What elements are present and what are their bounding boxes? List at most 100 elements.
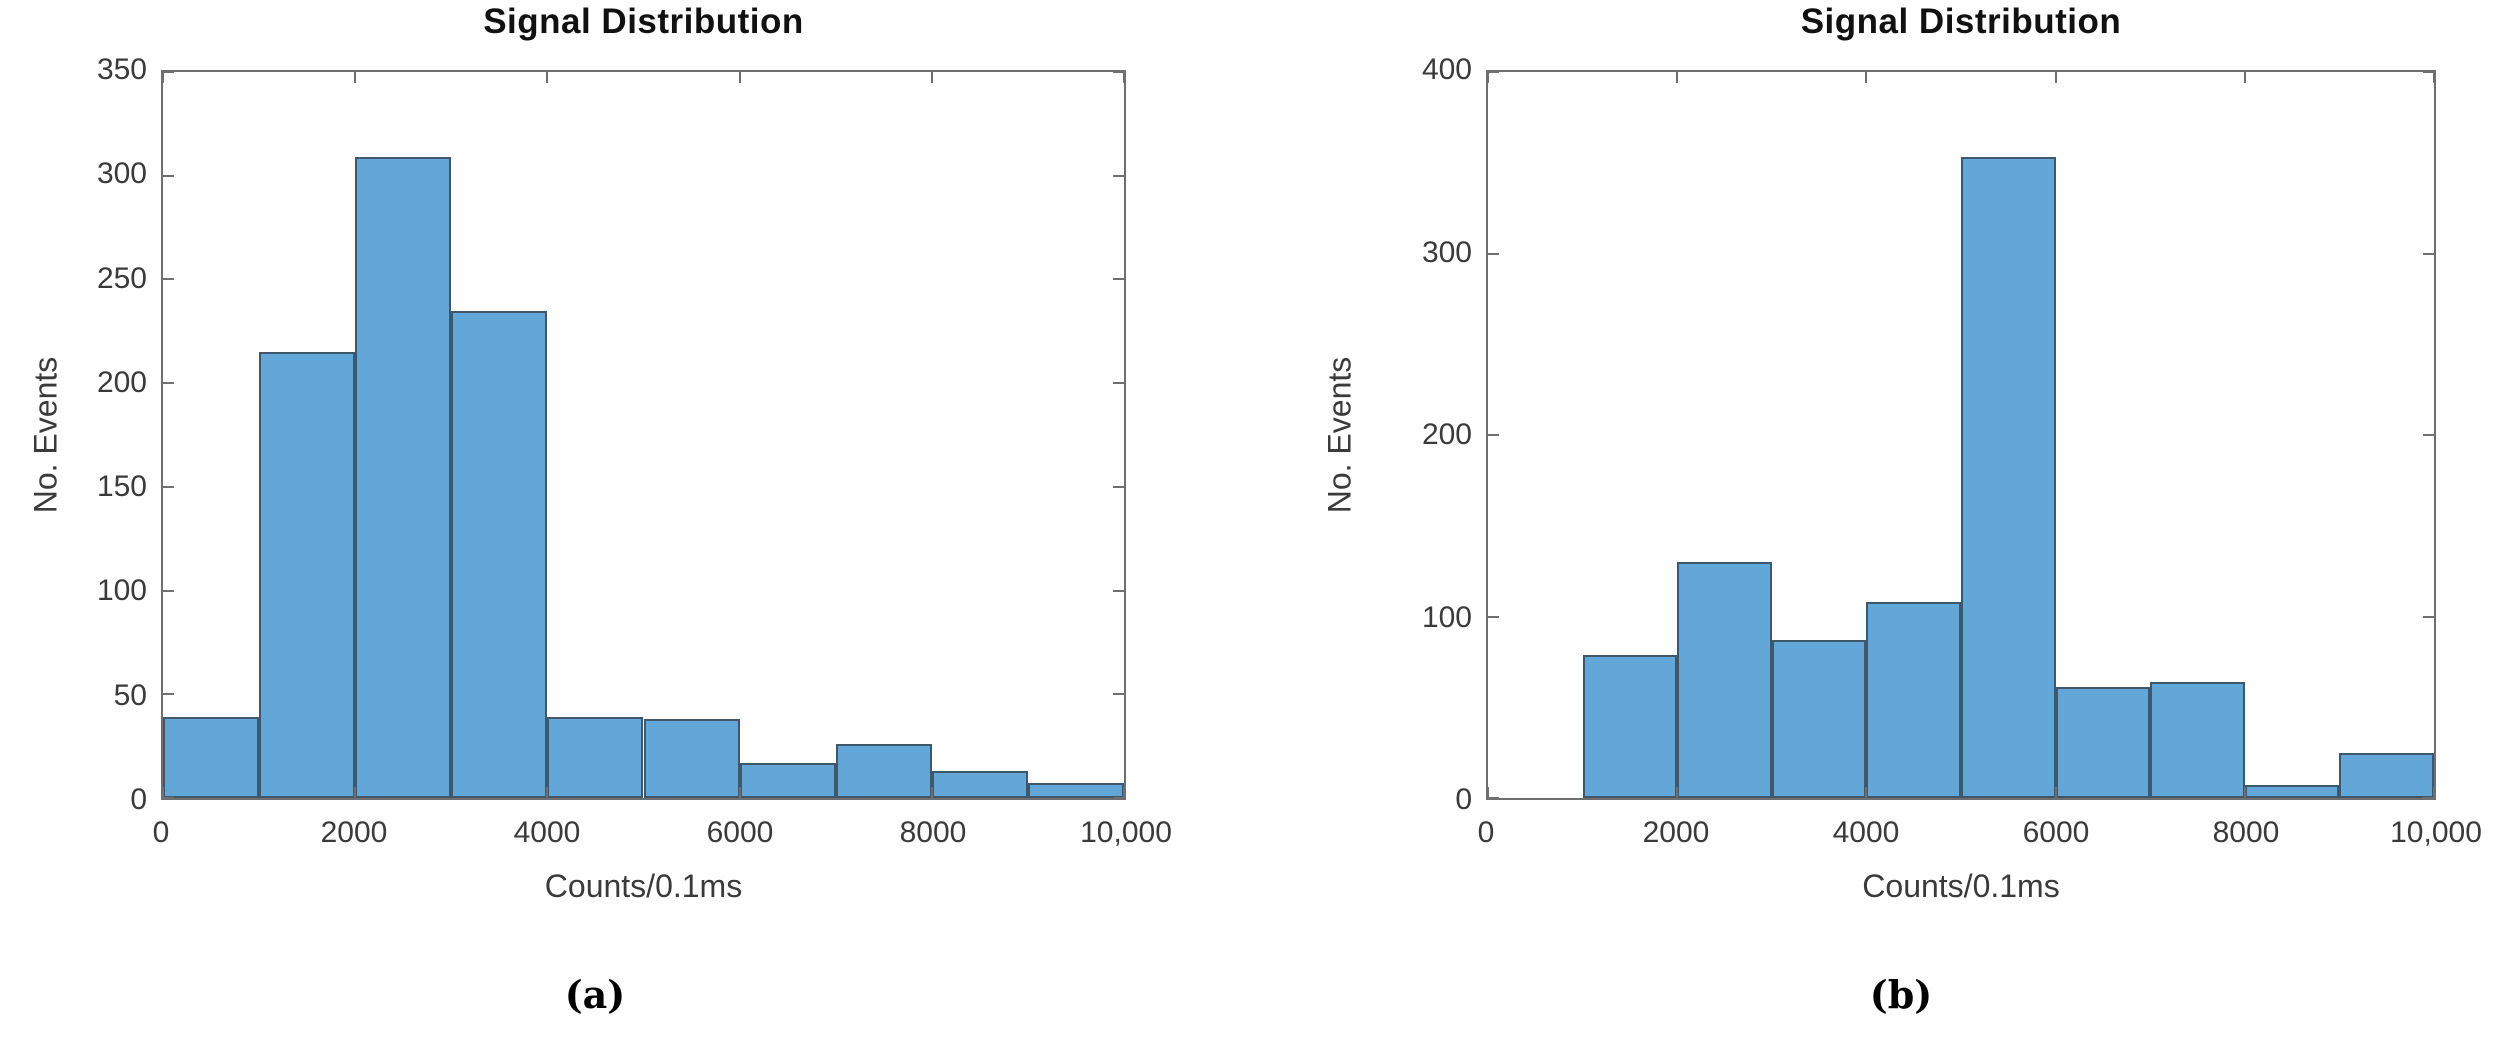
histogram-bar [1582,654,1678,798]
axis-tick [1676,72,1679,83]
histogram-bar [643,719,740,798]
chart-title: Signal Distribution [483,2,804,41]
axis-tick [1113,71,1124,73]
y-tick-label: 400 [1421,53,1472,86]
axis-tick [546,787,549,798]
axis-tick [1113,278,1124,281]
axis-tick [1488,252,1499,255]
y-tick-label: 50 [113,678,147,712]
axis-tick [1113,693,1124,696]
histogram-panel-a: Signal Distribution 0 50 100 150 200 250 300 35… [0,0,1190,1063]
histogram-bar [2150,681,2245,798]
y-axis-ticks: 0 50 100 150 200 250 300 350 [0,53,147,816]
subfigure-caption-a: (a) [564,972,626,1017]
axis-tick [1488,797,1499,799]
histogram-bar [2244,785,2340,798]
histogram-bar [163,717,260,798]
y-axis-ticks: 0 100 200 300 400 [1300,53,1472,816]
axis-tick [546,72,549,83]
axis-tick [1865,787,1868,798]
chart-title: Signal Distribution [1800,2,2122,41]
x-tick-label: 10,000 [1080,816,1172,849]
axis-tick [2054,72,2057,83]
plot-area [1486,70,2436,800]
axis-tick [2423,434,2434,436]
axis-tick [738,787,741,798]
axis-tick [2243,787,2246,798]
plot-area [161,70,1126,800]
axis-tick [163,693,174,696]
histogram-bar [1961,157,2056,798]
axis-tick [1487,72,1489,83]
y-tick-label: 100 [1421,600,1472,634]
histogram-bar [1027,783,1124,798]
axis-tick [1113,174,1124,177]
y-tick-label: 0 [130,783,147,816]
y-tick-label: 150 [96,470,147,504]
axis-tick [2423,797,2434,799]
histogram-bar [835,744,932,798]
axis-tick [1676,787,1679,798]
histogram-bar [931,771,1028,798]
axis-tick [930,787,933,798]
axis-tick [1865,72,1868,83]
x-tick-label: 6000 [2022,816,2090,849]
axis-tick [163,174,174,177]
axis-tick [354,787,357,798]
axis-tick [163,278,174,281]
y-tick-label: 350 [96,53,147,86]
axis-tick [2423,71,2434,73]
histogram-bar [259,352,356,798]
axis-tick [2054,787,2057,798]
axis-tick [1113,382,1124,385]
x-tick-label: 6000 [706,816,774,849]
axis-tick [1113,589,1124,592]
subfigure-caption-b: (b) [1869,972,1933,1017]
axis-tick [930,72,933,83]
x-tick-label: 0 [1477,816,1495,849]
histogram-bar [1866,601,1961,798]
axis-tick [1488,71,1499,73]
y-tick-label: 0 [1455,783,1472,816]
histogram-bar [2055,687,2151,798]
axis-tick [163,382,174,385]
x-tick-label: 0 [152,816,170,849]
y-tick-label: 300 [1421,235,1472,269]
axis-tick [1488,434,1499,436]
x-tick-label: 4000 [513,816,581,849]
histogram-bar [547,717,644,798]
x-tick-label: 4000 [1832,816,1900,849]
axis-tick [163,485,174,488]
axis-tick [163,797,174,799]
x-tick-label: 8000 [899,816,967,849]
x-tick-label: 10,000 [2390,816,2482,849]
axis-tick [1113,485,1124,488]
histogram-panel-b: Signal Distribution 0 100 200 300 400 0 2000 4… [1300,0,2502,1063]
y-axis-label: No. Events [1321,356,1358,514]
axis-tick [738,72,741,83]
axis-tick [2433,72,2435,83]
x-axis-label: Counts/0.1ms [544,868,743,904]
x-axis-label: Counts/0.1ms [1862,868,2060,904]
y-tick-label: 200 [96,365,147,399]
axis-tick [1488,615,1499,618]
y-tick-label: 100 [96,574,147,608]
y-axis-label: No. Events [27,356,64,514]
axis-tick [1113,797,1124,799]
y-tick-label: 200 [1421,418,1472,451]
axis-tick [2423,252,2434,255]
axis-tick [2433,787,2435,798]
x-tick-label: 8000 [2212,816,2280,849]
axis-tick [1123,787,1125,798]
axis-tick [163,589,174,592]
axis-tick [162,72,164,83]
y-tick-label: 300 [96,157,147,191]
histogram-bar [739,762,836,798]
x-tick-label: 2000 [1642,816,1710,849]
histogram-bar [451,310,548,798]
axis-tick [163,71,174,73]
axis-tick [2423,615,2434,618]
histogram-bar [355,157,452,798]
x-axis-ticks: 0 2000 4000 6000 8000 10,000 [153,816,1172,858]
